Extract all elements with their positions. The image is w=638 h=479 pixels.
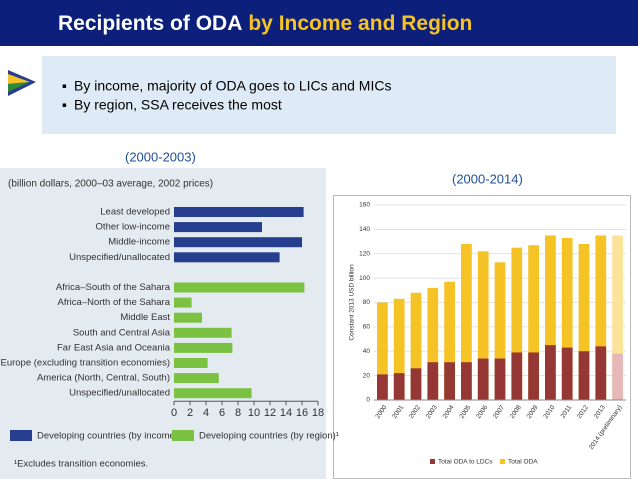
bullet-mark: ▪ [62,78,67,94]
category-label: Africa–South of the Sahara [56,282,171,293]
title-main: Recipients of ODA [58,12,242,35]
legend-label: Total ODA [508,459,538,466]
bar [545,235,556,400]
chart-subtitle: (billion dollars, 2000–03 average, 2002 … [8,179,213,190]
category-label: Unspecified/unallocated [69,388,170,399]
category-label: Unspecified/unallocated [69,252,170,263]
bar [545,345,556,400]
bullet: By region, SSA receives the most [74,97,282,113]
title-highlight: by Income and Region [248,12,472,35]
x-tick-label: 10 [248,407,260,419]
y-tick-label: 120 [359,250,370,257]
bar [578,244,590,400]
bar [377,302,388,400]
x-tick-label: 14 [280,407,292,419]
bar [595,346,607,400]
bar [174,358,208,368]
slide-title: Recipients of ODA by Income and Region [58,12,472,35]
y-tick-label: 80 [363,299,371,306]
category-label: Far East Asia and Oceania [57,342,171,353]
y-tick-label: 20 [363,372,371,379]
legend-label: Developing countries (by income)¹ [37,431,181,442]
bar [393,298,405,400]
bar [174,222,262,233]
legend-label: Total ODA to LDCs [438,459,493,466]
x-tick-label: 8 [235,407,241,419]
category-label: Other low-income [96,222,170,233]
bar [477,251,489,400]
bar [444,362,455,400]
legend-swatch [430,459,435,464]
bullet-box [42,56,616,134]
bar [528,352,539,400]
period-label: (2000-2003) [125,149,196,164]
bar [393,373,405,400]
legend-label: Developing countries (by region)¹ [199,431,339,442]
x-tick-label: 18 [312,407,324,419]
bar [174,388,252,399]
category-label: Africa–North of the Sahara [58,297,171,308]
bar [561,237,573,400]
bar [612,235,623,400]
bar [595,235,607,400]
bar [174,327,232,338]
chart-panel [0,168,326,479]
bar [511,352,523,400]
y-tick-label: 40 [363,348,371,355]
header-bar [0,0,638,46]
bar [377,374,388,400]
bar [477,358,489,400]
bar [174,237,302,248]
category-label: Least developed [100,207,170,218]
category-label: Middle-income [108,237,170,248]
bar [174,282,305,293]
bar [174,297,192,308]
bar [174,342,233,353]
bar [444,281,455,400]
legend-swatch [172,430,194,441]
bar [174,207,304,217]
y-tick-label: 0 [366,397,370,404]
bar [612,353,623,400]
category-label: Europe (excluding transition economies) [0,358,170,369]
x-tick-label: 0 [171,407,177,419]
bar [174,373,219,384]
footnote: ¹Excludes transition economies. [14,459,148,470]
bar [410,292,422,400]
period-label: (2000-2014) [452,171,523,186]
bar [511,247,523,400]
bar [494,262,506,400]
x-tick-label: 16 [296,407,308,419]
arrow-icon-accent [8,74,30,84]
y-tick-label: 100 [359,275,370,282]
arrow-icon-accent [8,82,30,92]
y-tick-label: 60 [363,324,371,331]
category-label: Middle East [120,312,170,323]
bar [561,347,573,400]
category-label: America (North, Central, South) [37,373,170,384]
x-tick-label: 6 [219,407,225,419]
bar [174,252,280,263]
category-label: South and Central Asia [73,327,171,338]
x-tick-label: 12 [264,407,276,419]
bullet: By income, majority of ODA goes to LICs … [74,78,391,94]
bar [494,358,506,400]
x-tick-label: 4 [203,407,209,419]
bar [461,362,472,400]
y-axis-label: Constant 2013 USD billion [349,264,356,341]
y-tick-label: 140 [359,226,370,233]
x-tick-label: 2 [187,407,193,419]
bar [528,245,539,400]
legend-swatch [500,459,505,464]
bar [174,312,202,323]
legend-swatch [10,430,32,441]
y-tick-label: 160 [359,202,370,209]
bar [578,351,590,400]
bar [410,368,422,400]
bar [427,287,439,400]
bar [427,362,439,400]
bar [461,244,472,400]
bullet-mark: ▪ [62,97,67,113]
